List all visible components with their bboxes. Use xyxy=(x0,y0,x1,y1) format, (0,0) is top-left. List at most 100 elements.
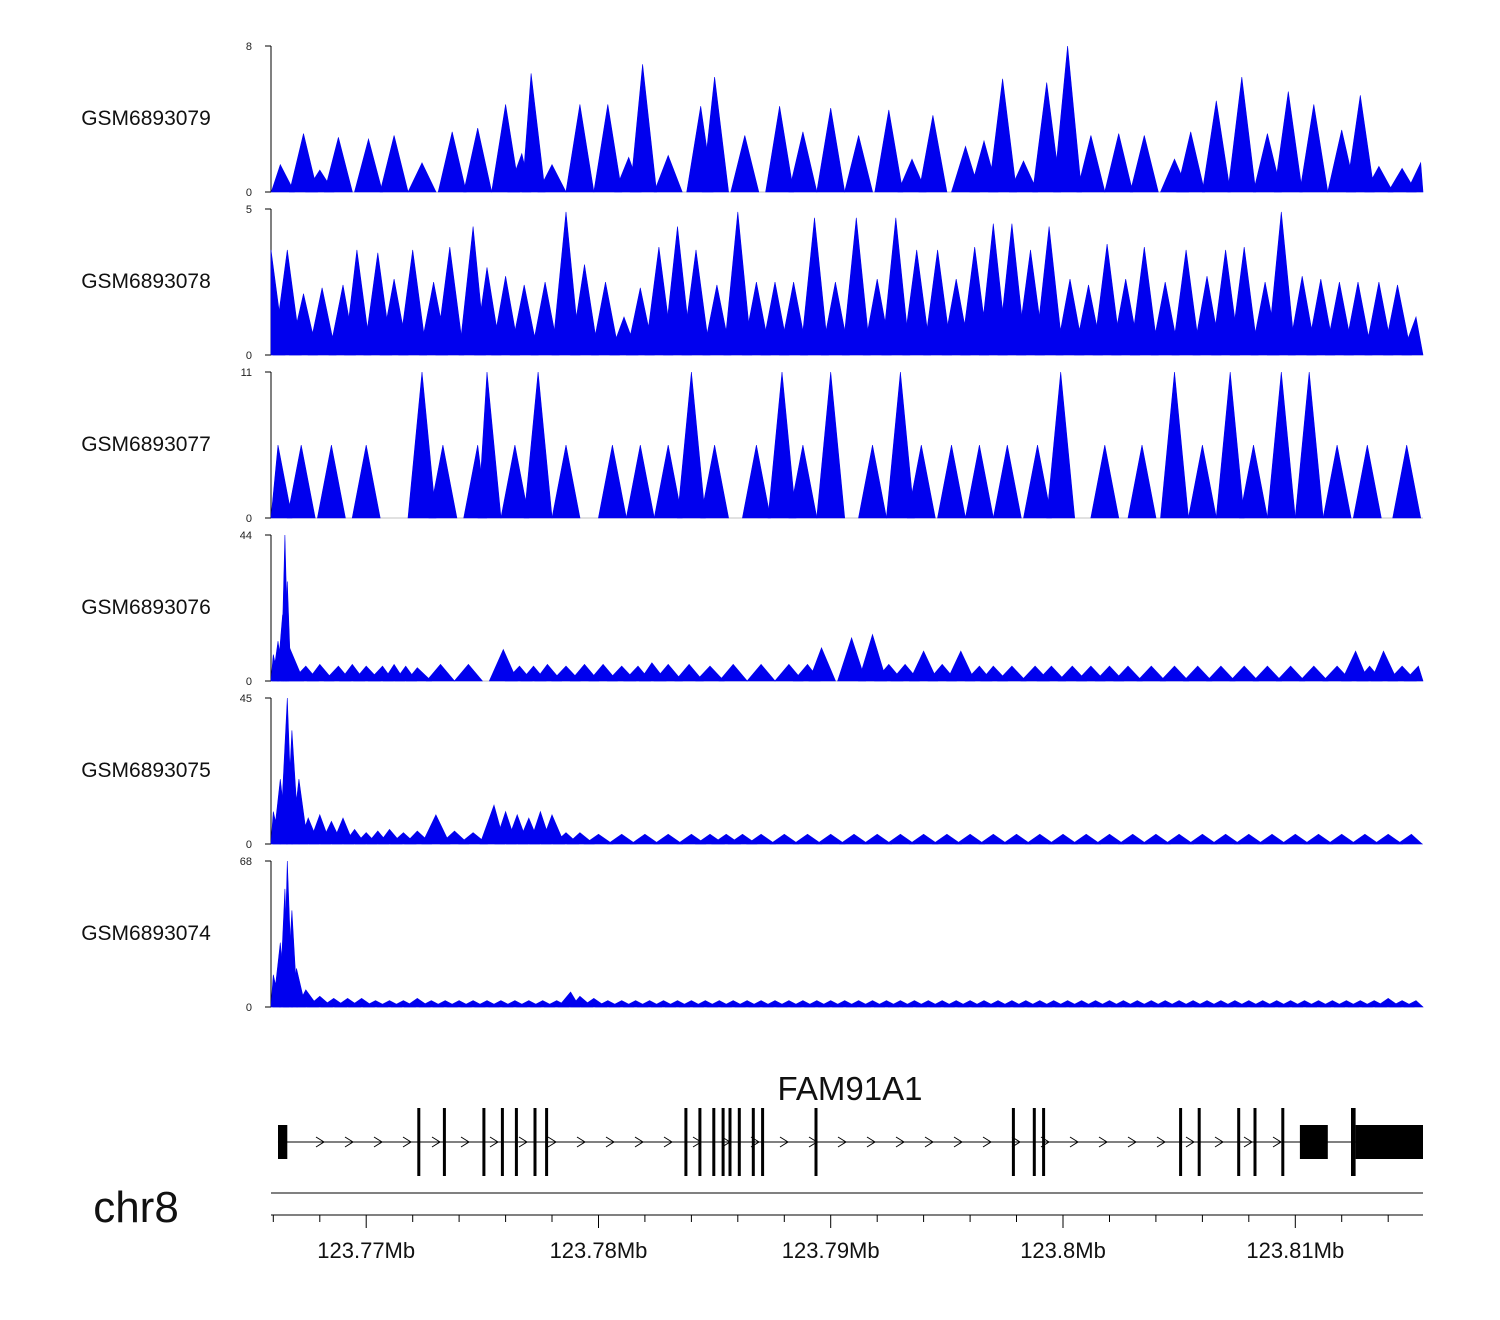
exon xyxy=(814,1108,818,1176)
strand-arrow xyxy=(402,1136,412,1148)
signal-peak xyxy=(800,217,829,356)
signal-peak xyxy=(821,281,850,356)
signal-peak xyxy=(1113,665,1143,682)
signal-peak xyxy=(1016,249,1045,356)
x-tick-label: 123.78Mb xyxy=(550,1238,648,1263)
track-label: GSM6893074 xyxy=(81,922,211,945)
signal-peak xyxy=(537,163,567,193)
strand-arrow xyxy=(1127,1136,1137,1148)
signal-peak xyxy=(437,131,467,193)
exon xyxy=(1197,1108,1201,1176)
signal-peak xyxy=(1104,133,1134,193)
signal-peak xyxy=(540,813,565,845)
signal-peak xyxy=(730,135,760,193)
x-tick-label: 123.8Mb xyxy=(1020,1238,1106,1263)
x-tick-label: 123.77Mb xyxy=(317,1238,415,1263)
signal-peak xyxy=(1176,131,1206,193)
exon xyxy=(1042,1108,1046,1176)
signal-peak xyxy=(1396,833,1423,845)
track-label: GSM6893078 xyxy=(81,270,211,293)
signal-peak xyxy=(1287,276,1317,356)
strand-arrow xyxy=(982,1136,992,1148)
signal-peak xyxy=(1055,279,1085,356)
signal-peak xyxy=(1094,665,1125,682)
x-tick-label: 123.81Mb xyxy=(1246,1238,1344,1263)
exon xyxy=(500,1108,504,1176)
signal-peak xyxy=(702,284,732,356)
signal-peak xyxy=(324,137,353,193)
signal-peak xyxy=(509,284,539,356)
exon xyxy=(514,1108,518,1176)
exon xyxy=(684,1108,688,1176)
strand-arrow xyxy=(1243,1136,1253,1148)
signal-peak xyxy=(1210,833,1241,845)
signal-tracks: GSM689307980GSM689307850GSM6893077110GSM… xyxy=(81,41,1424,1014)
signal-peak xyxy=(844,135,873,193)
exon xyxy=(698,1108,702,1176)
exon xyxy=(737,1108,741,1176)
signal-peak xyxy=(779,281,808,356)
signal-peak xyxy=(674,663,704,682)
signal-peak xyxy=(534,663,563,682)
y-max-label: 8 xyxy=(246,41,252,53)
signal-peak xyxy=(897,158,927,193)
signal-peak xyxy=(1239,444,1268,519)
signal-peak xyxy=(653,663,683,682)
strand-arrow xyxy=(663,1136,673,1148)
signal-peak xyxy=(351,444,381,519)
signal-peak xyxy=(1266,371,1296,519)
signal-peak xyxy=(593,104,623,193)
signal-peak xyxy=(1127,444,1157,519)
signal-peak xyxy=(769,833,800,845)
signal-peak xyxy=(1076,135,1106,193)
signal-peak xyxy=(839,833,869,845)
signal-peak xyxy=(760,281,790,356)
track-label: GSM6893079 xyxy=(81,107,211,130)
signal-peak xyxy=(1392,444,1422,519)
signal-peak xyxy=(286,444,316,519)
signal-peak xyxy=(1187,833,1218,845)
signal-peak xyxy=(837,636,867,682)
signal-peak xyxy=(1136,665,1166,682)
strand-arrow xyxy=(924,1136,934,1148)
y-min-label: 0 xyxy=(246,350,252,362)
signal-peak xyxy=(767,371,797,519)
signal-peak xyxy=(816,108,846,193)
exon xyxy=(721,1108,725,1176)
signal-peak xyxy=(992,444,1022,519)
signal-peak xyxy=(946,650,976,682)
gene-annotation-panel: FAM91A1 xyxy=(277,1070,1423,1176)
signal-peak xyxy=(629,64,657,193)
signal-peak xyxy=(978,223,1008,356)
signal-peak xyxy=(931,833,962,845)
signal-peak xyxy=(677,371,706,519)
signal-peak xyxy=(1345,95,1375,193)
signal-peak xyxy=(354,137,383,193)
signal-peak xyxy=(718,663,748,682)
signal-peak xyxy=(681,249,711,356)
y-max-label: 5 xyxy=(246,204,252,216)
signal-peak xyxy=(886,371,915,519)
signal-peak xyxy=(425,663,456,682)
signal-peak xyxy=(488,648,518,682)
signal-peak xyxy=(1373,833,1404,845)
signal-peak xyxy=(1159,665,1190,682)
strand-arrow xyxy=(373,1136,383,1148)
signal-peak xyxy=(742,444,771,519)
exon xyxy=(482,1108,486,1176)
signal-peak xyxy=(289,133,318,193)
signal-peak xyxy=(591,281,620,356)
signal-peak xyxy=(583,833,614,845)
signal-peak xyxy=(1280,833,1311,845)
strand-arrow xyxy=(953,1136,963,1148)
strand-arrow xyxy=(576,1136,586,1148)
strand-arrow xyxy=(605,1136,615,1148)
signal-peak xyxy=(1349,833,1380,845)
track-GSM6893075: GSM6893075 45 0 xyxy=(81,693,1423,851)
signal-peak xyxy=(1188,444,1217,519)
signal-peak xyxy=(530,281,560,356)
signal-peak xyxy=(588,663,618,682)
signal-peak xyxy=(902,249,932,356)
exon xyxy=(761,1108,765,1176)
signal-peak xyxy=(421,814,451,845)
